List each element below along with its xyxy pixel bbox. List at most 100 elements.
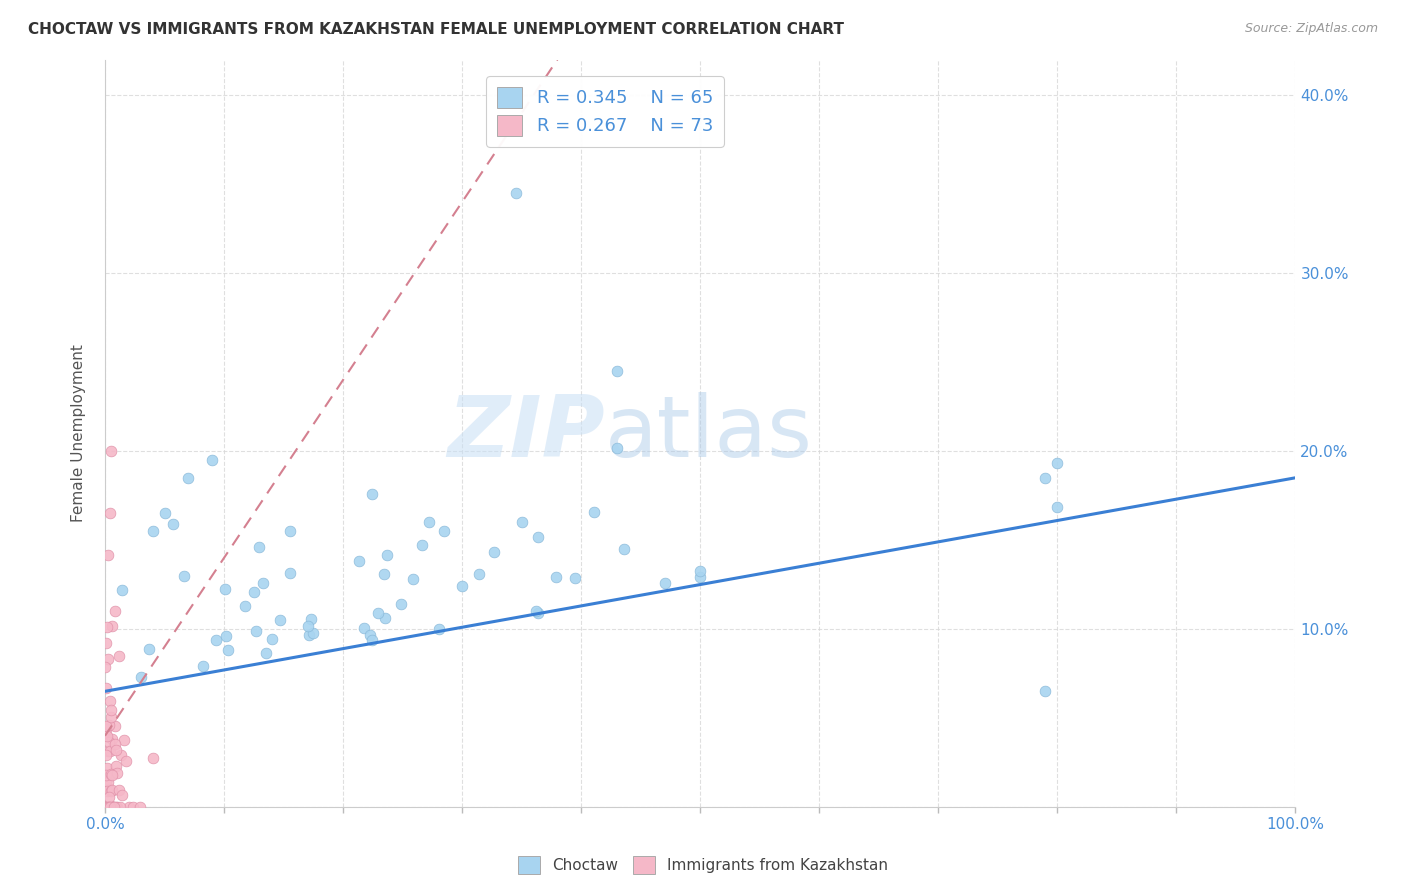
Point [98,800,121,814]
Point [484,545,506,559]
Point [162,517,184,532]
Point [104,604,127,618]
Point [98,782,121,797]
Point [527,606,550,620]
Point [367,606,389,620]
Point [97,743,120,757]
Point [94,774,117,789]
Point [94,800,117,814]
Point [100,783,122,797]
Point [260,632,283,646]
Point [564,571,586,585]
Point [94,800,117,814]
Point [101,731,124,746]
Point [689,564,711,578]
Point [101,800,124,814]
Point [97,800,120,814]
Point [411,538,433,552]
Point [105,800,128,814]
Point [252,576,274,591]
Point [98,800,121,814]
Point [97,775,120,789]
Point [98,694,121,708]
Y-axis label: Female Unemployment: Female Unemployment [72,344,86,522]
Point [153,507,176,521]
Point [100,767,122,781]
Point [97,718,120,732]
Point [101,767,124,781]
Point [103,800,125,814]
Point [98,790,121,805]
Point [107,648,129,663]
Point [105,800,128,814]
Point [418,515,440,529]
Text: ZIP: ZIP [447,392,605,475]
Point [524,604,547,618]
Point [94,722,117,736]
Point [1046,456,1069,470]
Point [101,619,124,633]
Point [96,636,118,650]
Point [299,612,322,626]
Point [110,788,132,802]
Point [94,800,117,814]
Point [177,471,200,485]
Point [654,576,676,591]
Point [353,621,375,635]
Point [427,622,450,636]
Point [544,570,567,584]
Point [269,614,291,628]
Point [254,646,277,660]
Point [94,748,117,763]
Point [118,800,141,814]
Point [193,658,215,673]
Point [402,572,425,586]
Point [217,643,239,657]
Text: CHOCTAW VS IMMIGRANTS FROM KAZAKHSTAN FEMALE UNEMPLOYMENT CORRELATION CHART: CHOCTAW VS IMMIGRANTS FROM KAZAKHSTAN FE… [28,22,844,37]
Point [94,800,117,814]
Point [98,735,121,749]
Point [104,719,127,733]
Point [98,744,121,758]
Point [297,628,319,642]
Point [247,540,270,554]
Point [245,624,267,639]
Point [108,782,131,797]
Point [129,800,152,814]
Point [100,784,122,798]
Point [606,441,628,455]
Point [112,733,135,747]
Point [100,798,122,813]
Point [205,632,228,647]
Point [347,554,370,568]
Point [94,681,117,695]
Point [243,585,266,599]
Point [96,767,118,781]
Point [510,516,533,530]
Point [94,719,117,733]
Point [433,524,456,538]
Legend: R = 0.345    N = 65, R = 0.267    N = 73: R = 0.345 N = 65, R = 0.267 N = 73 [486,76,724,146]
Point [111,582,134,597]
Point [606,364,628,378]
Point [278,524,301,538]
Point [108,800,131,814]
Point [98,800,121,814]
Point [98,507,121,521]
Point [297,619,319,633]
Point [105,766,128,780]
Point [100,444,122,458]
Point [114,755,136,769]
Point [1035,471,1057,485]
Point [96,729,118,743]
Point [361,632,384,647]
Point [138,642,160,657]
Text: Source: ZipAtlas.com: Source: ZipAtlas.com [1244,22,1378,36]
Point [104,737,127,751]
Point [373,566,395,581]
Point [467,567,489,582]
Point [613,542,636,557]
Point [1046,500,1069,514]
Point [110,748,132,763]
Point [104,743,127,757]
